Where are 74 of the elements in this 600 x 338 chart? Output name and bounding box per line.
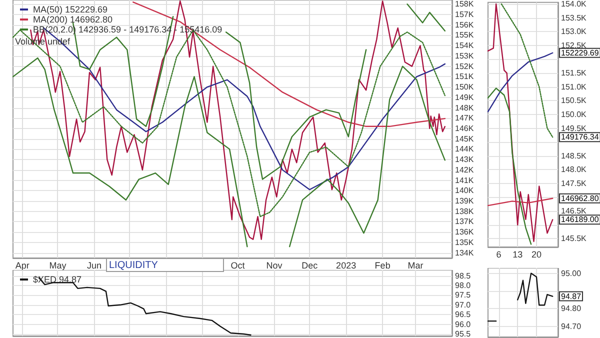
y-tick-label: 149.5K [561, 124, 588, 133]
x-tick-label: May [49, 260, 67, 270]
x-tick-label: Apr [15, 260, 30, 270]
y-tick-label: 141K [455, 176, 474, 185]
line-series [500, 3, 554, 138]
y-tick-label: 98.5 [455, 271, 472, 280]
y-tick-label: 95.5 [455, 330, 472, 338]
line-series [487, 3, 554, 242]
y-tick-label: 152K [455, 62, 474, 71]
y-tick-label: 151.0K [561, 82, 588, 92]
x-tick-label: 2023 [336, 260, 356, 270]
x-tick-label: Feb [374, 260, 390, 270]
y-tick-label: 158K [455, 0, 474, 9]
y-tick-label: 148.5K [561, 151, 588, 160]
y-tick-label: 151.5K [561, 68, 588, 78]
y-tick-label: 153.0K [561, 27, 588, 36]
line-series [487, 88, 532, 245]
legend-label: MA(50) 152229.69 [33, 4, 108, 14]
line-series [487, 52, 554, 112]
y-tick-label: 156K [455, 20, 474, 30]
y-tick-label: 155K [455, 30, 474, 40]
y-tick-label: 96.5 [455, 310, 472, 320]
legend-label: MA(200) 146962.80 [33, 14, 113, 24]
y-tick-label: 136K [455, 228, 474, 237]
line-series [487, 198, 554, 206]
annotation: 94.87 [561, 292, 582, 301]
x-tick-label: Oct [230, 260, 246, 270]
text-field: LIQUIDITY [106, 258, 224, 272]
y-tick-label: 144K [455, 144, 474, 154]
y-tick-label: 145K [455, 134, 474, 144]
y-tick-label: 149K [455, 92, 474, 102]
y-tick-label: 146K [455, 124, 474, 133]
y-tick-label: 96.0 [455, 320, 472, 329]
annotation: 152229.69 [561, 48, 600, 58]
y-tick-label: 152.5K [561, 40, 588, 50]
y-tick-label: 134K [455, 248, 474, 258]
x-tick-label: Nov [266, 260, 283, 270]
annotation: 146962.80 [561, 194, 600, 203]
y-tick-label: 154.0K [561, 0, 588, 8]
x-tick-label: 20 [531, 250, 542, 260]
y-tick-label: 148.0K [561, 165, 588, 174]
y-tick-label: 148K [455, 103, 474, 112]
y-tick-label: 135K [455, 238, 474, 247]
y-tick-label: 137K [455, 217, 474, 226]
y-tick-label: 145.5K [561, 234, 588, 244]
x-tick-label: Dec [302, 260, 318, 270]
x-tick-label: 13 [512, 250, 523, 260]
annotation: 146189.00 [561, 215, 600, 224]
y-tick-label: 143K [455, 155, 474, 164]
y-tick-label: 146.5K [561, 206, 588, 216]
y-tick-label: 157K [455, 10, 474, 20]
y-tick-label: 150.5K [561, 96, 588, 106]
y-tick-label: 147K [455, 114, 474, 123]
x-tick-label: 6 [496, 250, 502, 260]
y-tick-label: 153K [455, 51, 474, 60]
y-tick-label: 140K [455, 186, 474, 196]
y-tick-label: 98.0 [455, 281, 472, 290]
y-tick-label: 151K [455, 72, 474, 82]
annotation: 149176.34 [561, 132, 600, 142]
y-tick-label: 150K [455, 82, 474, 92]
y-tick-label: 153.5K [561, 13, 588, 22]
y-tick-label: 97.5 [455, 290, 472, 300]
y-tick-label: 150.0K [561, 110, 588, 119]
y-tick-label: 147.5K [561, 178, 588, 188]
y-tick-label: 138K [455, 206, 474, 216]
x-tick-label: Mar [408, 260, 424, 270]
y-tick-label: 94.70 [561, 322, 582, 331]
x-tick-label: Jun [86, 260, 102, 270]
y-tick-label: 95.00 [561, 268, 582, 278]
y-tick-label: 154K [455, 41, 474, 50]
y-tick-label: 139K [455, 196, 474, 206]
y-tick-label: 97.0 [455, 300, 472, 310]
y-tick-label: 94.80 [561, 304, 582, 314]
y-tick-label: 142K [455, 165, 474, 174]
